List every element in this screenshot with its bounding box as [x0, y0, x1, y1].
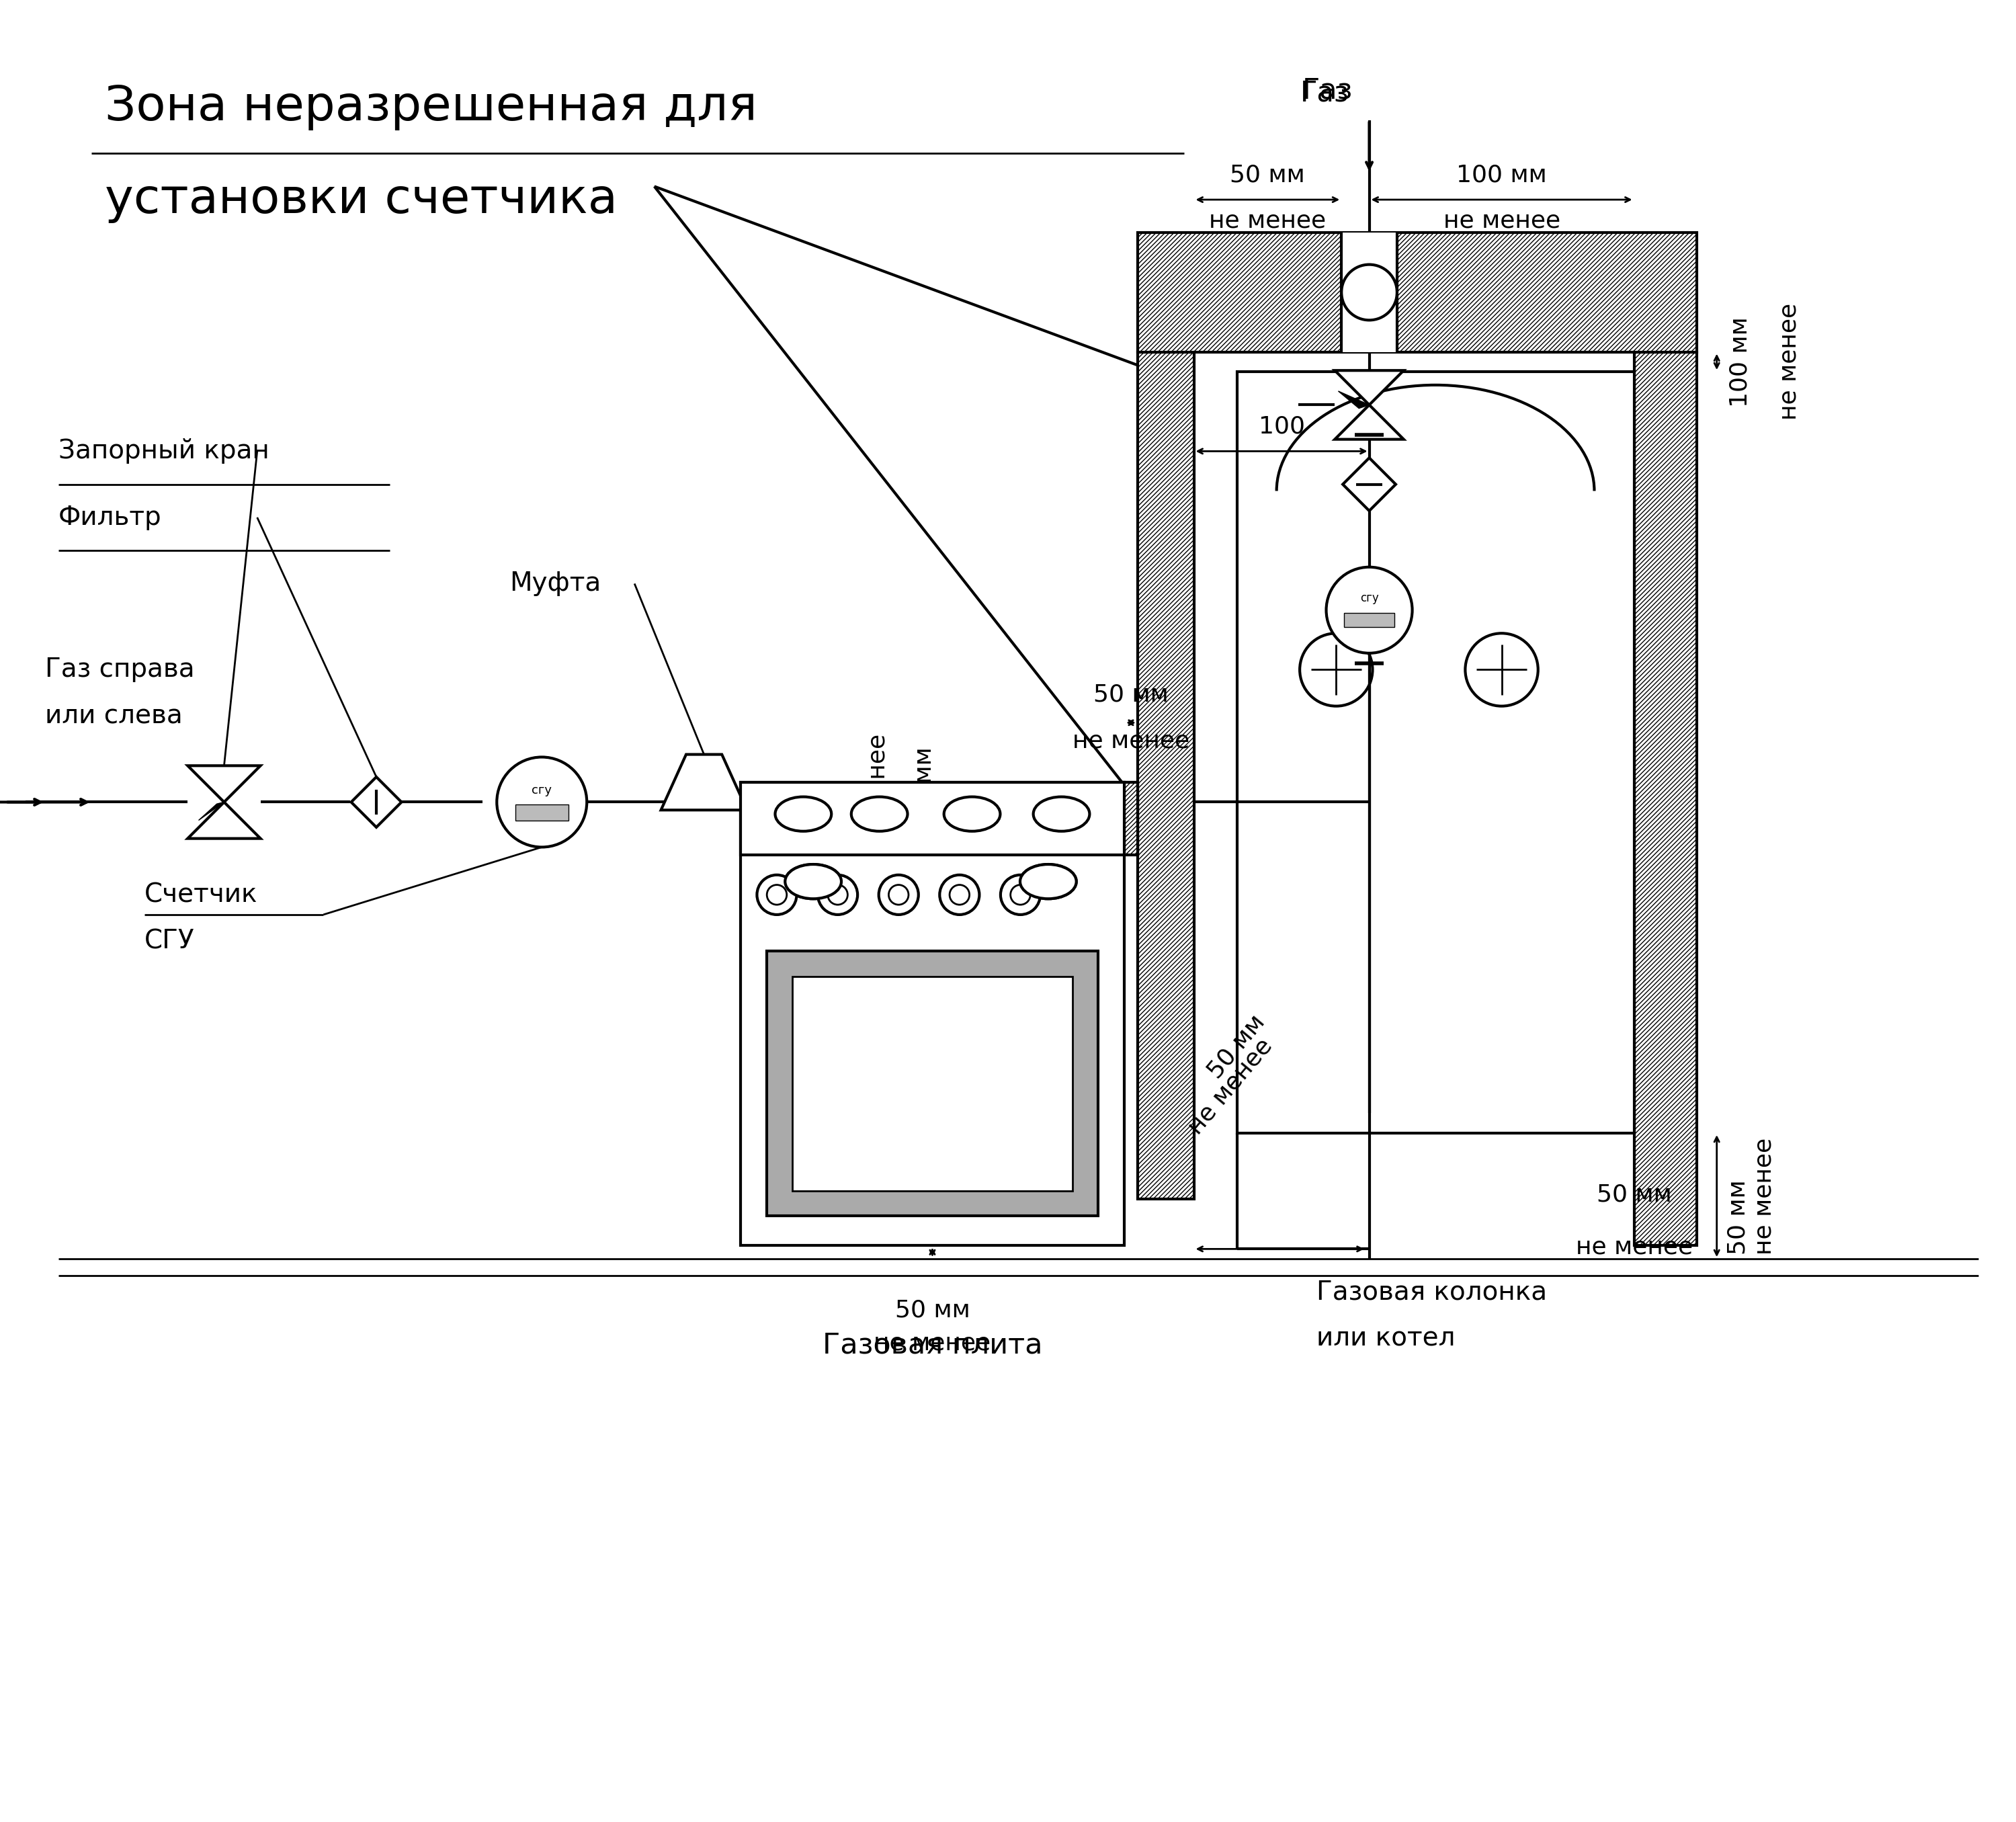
- Circle shape: [879, 875, 919, 915]
- Polygon shape: [1335, 370, 1403, 404]
- Text: не менее: не менее: [873, 1332, 992, 1354]
- Text: СГУ: СГУ: [145, 929, 196, 955]
- Circle shape: [889, 885, 909, 906]
- Bar: [740, 782, 1125, 855]
- Polygon shape: [187, 802, 260, 838]
- Ellipse shape: [943, 796, 1000, 831]
- Polygon shape: [1343, 457, 1395, 510]
- Text: не менее: не менее: [1577, 1235, 1693, 1259]
- Text: 50 мм: 50 мм: [1204, 1011, 1270, 1082]
- Bar: [1125, 782, 1137, 855]
- Bar: [1345, 612, 1395, 627]
- Text: не менее: не менее: [1778, 302, 1800, 421]
- Bar: [740, 782, 1125, 1246]
- Ellipse shape: [784, 864, 841, 898]
- Circle shape: [939, 875, 980, 915]
- Circle shape: [1327, 567, 1413, 652]
- Text: не менее: не менее: [1210, 210, 1327, 233]
- Ellipse shape: [774, 796, 831, 831]
- Text: Счетчик: Счетчик: [145, 882, 258, 907]
- Text: Газовая колонка: Газовая колонка: [1316, 1279, 1546, 1305]
- Ellipse shape: [851, 796, 907, 831]
- Text: 400 мм: 400 мм: [913, 747, 935, 838]
- Circle shape: [1341, 264, 1397, 321]
- Circle shape: [1010, 885, 1030, 906]
- Ellipse shape: [1020, 864, 1077, 898]
- Ellipse shape: [851, 796, 907, 831]
- Bar: [1125, 782, 1137, 855]
- Text: не менее: не менее: [1443, 210, 1560, 233]
- Polygon shape: [1335, 404, 1403, 439]
- Polygon shape: [187, 765, 260, 802]
- Circle shape: [766, 885, 786, 906]
- Text: не менее: не менее: [867, 734, 889, 851]
- Text: 100 мм: 100 мм: [1728, 317, 1752, 406]
- Text: Зона неразрешенная для: Зона неразрешенная для: [105, 84, 758, 129]
- Text: или котел: или котел: [1316, 1326, 1456, 1352]
- Circle shape: [496, 758, 587, 847]
- Circle shape: [829, 885, 847, 906]
- Polygon shape: [200, 802, 224, 820]
- Text: Муфта: Муфта: [510, 570, 601, 596]
- Text: сгу: сгу: [1361, 592, 1379, 605]
- Text: Газ: Газ: [1302, 77, 1353, 104]
- Text: 50 мм: 50 мм: [1230, 164, 1304, 186]
- Bar: [792, 977, 1073, 1192]
- Polygon shape: [1339, 392, 1369, 408]
- Text: Газ: Газ: [1300, 78, 1349, 107]
- Bar: [1341, 233, 1397, 352]
- Polygon shape: [351, 776, 401, 827]
- Text: установки счетчика: установки счетчика: [105, 177, 617, 222]
- Text: 50 мм
не менее: 50 мм не менее: [1726, 1137, 1776, 1255]
- Bar: [766, 951, 1099, 1215]
- Circle shape: [756, 875, 796, 915]
- Text: 100 мм: 100 мм: [1456, 164, 1546, 186]
- Text: Газ справа: Газ справа: [44, 658, 196, 683]
- Bar: [516, 805, 569, 820]
- Bar: [1137, 352, 1193, 1199]
- Text: или слева: или слева: [44, 703, 183, 729]
- Ellipse shape: [774, 796, 831, 831]
- Text: не менее: не менее: [1073, 729, 1189, 752]
- Text: Фильтр: Фильтр: [58, 505, 161, 530]
- Polygon shape: [661, 754, 748, 811]
- Text: Запорный кран: Запорный кран: [58, 439, 270, 465]
- Ellipse shape: [1034, 796, 1089, 831]
- Text: 50 мм: 50 мм: [1597, 1182, 1671, 1206]
- Ellipse shape: [1034, 796, 1089, 831]
- Circle shape: [818, 875, 857, 915]
- Text: 100: 100: [1258, 415, 1304, 437]
- Text: 50 мм: 50 мм: [895, 1299, 970, 1321]
- Circle shape: [950, 885, 970, 906]
- Bar: [1238, 372, 1635, 1133]
- Text: сгу: сгу: [532, 783, 552, 796]
- Ellipse shape: [1020, 864, 1077, 898]
- Bar: [1635, 352, 1697, 1246]
- Text: не менее: не менее: [1183, 1035, 1276, 1139]
- Ellipse shape: [784, 864, 841, 898]
- Text: 50 мм: 50 мм: [1093, 683, 1169, 707]
- Bar: [1137, 233, 1697, 352]
- Ellipse shape: [943, 796, 1000, 831]
- Circle shape: [1000, 875, 1040, 915]
- Text: Газовая плита: Газовая плита: [823, 1330, 1042, 1359]
